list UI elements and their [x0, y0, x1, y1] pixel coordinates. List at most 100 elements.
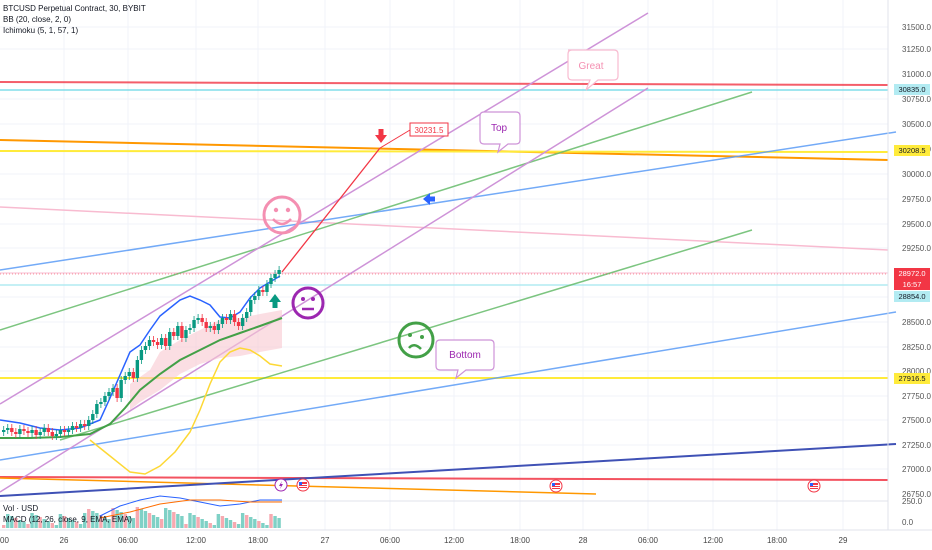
volume-bar: [180, 516, 184, 528]
candle[interactable]: [236, 322, 241, 326]
candle[interactable]: [261, 290, 265, 292]
candle[interactable]: [58, 430, 63, 434]
legend-ichimoku[interactable]: Ichimoku (5, 1, 57, 1): [3, 26, 79, 35]
flag-us-icon[interactable]: [807, 479, 821, 493]
candle[interactable]: [62, 430, 67, 432]
volume-bar: [253, 519, 257, 528]
callout-great-text: Great: [578, 61, 603, 72]
candle[interactable]: [38, 432, 42, 435]
candle[interactable]: [78, 424, 83, 428]
price-callout[interactable]: 30231.5: [409, 122, 449, 137]
candle[interactable]: [159, 338, 164, 345]
trend-line-green-upper: [0, 91, 753, 331]
candle[interactable]: [265, 284, 269, 292]
candle[interactable]: [208, 326, 212, 328]
legend-volume[interactable]: Vol · USD: [3, 504, 39, 513]
candle[interactable]: [168, 332, 172, 346]
candle[interactable]: [91, 414, 95, 420]
candle[interactable]: [123, 376, 127, 380]
volume-bar: [208, 523, 212, 528]
candle[interactable]: [6, 428, 10, 430]
candle[interactable]: [180, 326, 184, 338]
candle[interactable]: [245, 312, 249, 318]
volume-bar: [240, 513, 245, 528]
candle[interactable]: [224, 318, 229, 320]
candle[interactable]: [216, 324, 221, 330]
lightning-icon[interactable]: [274, 478, 288, 492]
candle[interactable]: [184, 330, 188, 338]
candle[interactable]: [249, 300, 253, 312]
candle[interactable]: [107, 392, 111, 396]
price-tick-label: 29750.0: [902, 195, 931, 204]
callout-bottom[interactable]: Bottom: [435, 339, 495, 380]
candle[interactable]: [212, 326, 216, 330]
candle[interactable]: [253, 296, 257, 300]
candle[interactable]: [42, 428, 46, 432]
ichimoku-cloud: [130, 310, 282, 410]
candle[interactable]: [18, 429, 22, 434]
candle[interactable]: [164, 338, 168, 346]
candle[interactable]: [143, 346, 148, 350]
candle[interactable]: [172, 332, 176, 336]
candle[interactable]: [10, 428, 14, 432]
flag-us-icon[interactable]: [296, 478, 310, 492]
candle[interactable]: [135, 360, 140, 378]
legend-bb[interactable]: BB (20, close, 2, 0): [3, 15, 72, 24]
candle[interactable]: [155, 342, 160, 345]
candle[interactable]: [204, 322, 208, 328]
candle[interactable]: [115, 388, 119, 398]
candle[interactable]: [22, 429, 26, 431]
candle[interactable]: [54, 434, 59, 436]
price-tick-label: 27500.0: [902, 416, 931, 425]
candle[interactable]: [119, 380, 123, 398]
candle[interactable]: [228, 314, 233, 320]
candle[interactable]: [95, 404, 99, 414]
candle[interactable]: [26, 431, 30, 433]
candle[interactable]: [220, 318, 225, 324]
candle[interactable]: [99, 402, 103, 404]
candle[interactable]: [30, 430, 34, 433]
candle[interactable]: [127, 372, 131, 376]
candle[interactable]: [66, 430, 71, 432]
volume-bar: [196, 517, 200, 528]
volume-bar: [204, 521, 208, 528]
candle[interactable]: [34, 430, 38, 435]
candle[interactable]: [111, 388, 115, 392]
candle[interactable]: [273, 274, 277, 278]
candle[interactable]: [103, 396, 107, 402]
candle[interactable]: [176, 326, 180, 336]
candle[interactable]: [232, 314, 237, 322]
candle[interactable]: [147, 340, 152, 346]
callout-top[interactable]: Top: [479, 111, 521, 154]
candle[interactable]: [83, 424, 87, 426]
volume-bar: [139, 509, 144, 528]
candle[interactable]: [87, 420, 91, 426]
candle[interactable]: [139, 350, 144, 360]
candle[interactable]: [200, 318, 204, 322]
candle[interactable]: [269, 278, 273, 284]
candle[interactable]: [196, 318, 200, 320]
smiley-neutral-icon: [291, 286, 325, 320]
candle[interactable]: [14, 432, 18, 434]
candle[interactable]: [2, 430, 6, 432]
candle[interactable]: [188, 328, 192, 330]
candle[interactable]: [151, 340, 156, 342]
price-box-countdown: 16:57: [894, 279, 930, 290]
candle[interactable]: [50, 432, 54, 436]
candle[interactable]: [240, 318, 245, 326]
candle[interactable]: [74, 426, 79, 428]
bb-lower-line: [89, 347, 283, 475]
volume-bar: [176, 514, 180, 528]
candle[interactable]: [46, 428, 50, 432]
time-tick-label: 06:00: [118, 536, 139, 545]
candle[interactable]: [277, 270, 281, 274]
legend-macd[interactable]: MACD (12, 26, close, 9, EMA, EMA): [3, 515, 132, 524]
candle[interactable]: [70, 426, 75, 430]
flag-us-icon[interactable]: [549, 479, 563, 493]
callout-great[interactable]: Great: [567, 49, 619, 91]
legend-symbol[interactable]: BTCUSD Perpetual Contract, 30, BYBIT: [3, 4, 146, 13]
candle[interactable]: [131, 372, 135, 378]
candle[interactable]: [257, 290, 261, 296]
candle[interactable]: [192, 320, 196, 328]
